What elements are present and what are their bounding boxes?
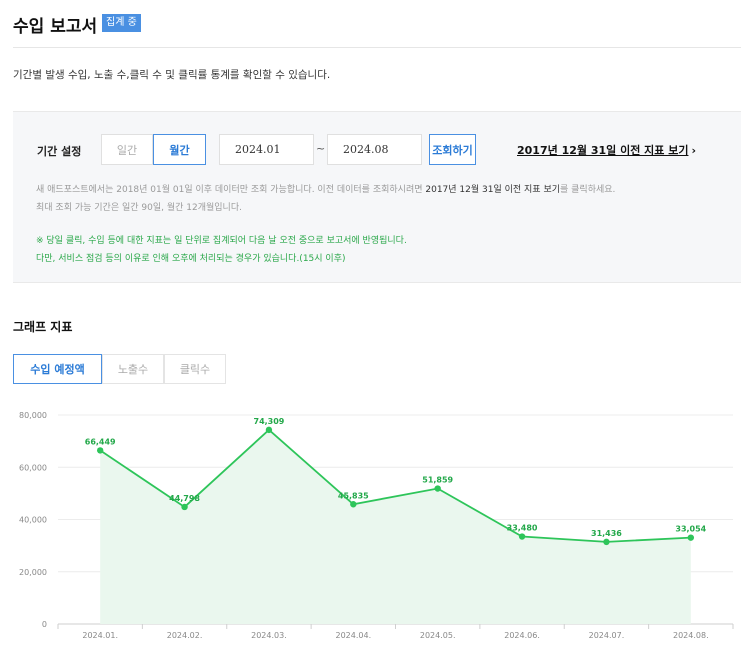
notice-data-range: 새 애드포스트에서는 2018년 01월 01일 이후 데이터만 조회 가능합니… xyxy=(36,182,615,195)
data-point xyxy=(603,538,610,546)
y-tick-label: 40,000 xyxy=(19,516,47,525)
page-description: 기간별 발생 수입, 노출 수,클릭 수 및 클릭률 통계를 확인할 수 있습니… xyxy=(13,69,331,81)
notice-aggregation: ※ 당일 클릭, 수입 등에 대한 지표는 일 단위로 집계되어 다음 날 오전… xyxy=(36,236,407,246)
data-point xyxy=(350,501,357,508)
y-tick-label: 60,000 xyxy=(19,463,47,472)
monthly-toggle-button[interactable]: 월간 xyxy=(153,134,206,165)
notice-emphasis: 2017년 12월 31일 이전 지표 보기 xyxy=(425,185,561,195)
period-label: 기간 설정 xyxy=(37,145,82,158)
x-tick-label: 2024.01. xyxy=(82,631,118,640)
series-area xyxy=(100,429,691,624)
data-point xyxy=(518,533,526,540)
range-separator: ~ xyxy=(316,142,326,155)
data-label: 51,859 xyxy=(422,476,453,485)
notice-text-end: 를 클릭하세요. xyxy=(560,185,616,195)
chevron-right-icon: › xyxy=(691,144,697,157)
graph-section-title: 그래프 지표 xyxy=(13,320,73,334)
status-badge: 집계 중 xyxy=(102,14,141,32)
x-tick-label: 2024.06. xyxy=(504,631,540,640)
data-label: 44,798 xyxy=(169,494,200,503)
x-tick-label: 2024.04. xyxy=(336,631,372,640)
x-tick-label: 2024.03. xyxy=(251,631,287,640)
data-label: 31,436 xyxy=(591,529,622,538)
revenue-chart: 0 20,000 40,000 60,000 80,000 66,449 44,798 74… xyxy=(19,411,734,640)
data-point xyxy=(434,485,441,492)
series-line xyxy=(99,428,691,543)
notice-max-period: 최대 조회 가능 기간은 일간 90일, 월간 12개월입니다. xyxy=(36,203,242,213)
x-tick-label: 2024.05. xyxy=(420,631,456,640)
x-tick-label: 2024.08. xyxy=(673,631,709,640)
x-tick-label: 2024.07. xyxy=(589,631,625,640)
end-month-input[interactable] xyxy=(327,134,422,165)
data-label: 33,054 xyxy=(675,525,706,534)
x-tick-label: 2024.02. xyxy=(167,631,203,640)
page-title: 수입 보고서 xyxy=(13,17,98,37)
data-point xyxy=(96,447,104,454)
data-point xyxy=(265,426,273,434)
data-label: 74,309 xyxy=(254,417,285,426)
y-tick-label: 20,000 xyxy=(19,568,47,577)
data-label: 33,480 xyxy=(507,524,538,533)
legacy-stats-link[interactable]: 2017년 12월 31일 이전 지표 보기 › xyxy=(517,142,696,158)
data-label: 66,449 xyxy=(85,437,116,446)
daily-toggle-button[interactable]: 일간 xyxy=(101,134,153,165)
data-point xyxy=(687,534,695,541)
tab-expected-revenue[interactable]: 수입 예정액 xyxy=(13,354,102,384)
start-month-input[interactable] xyxy=(219,134,314,165)
search-button[interactable]: 조회하기 xyxy=(429,134,476,165)
notice-processing: 다만, 서비스 점검 등의 이유로 인해 오후에 처리되는 경우가 있습니다.(… xyxy=(36,254,346,264)
page-header: 수입 보고서 집계 중 xyxy=(13,8,741,48)
filter-panel: 기간 설정 일간 월간 ~ 조회하기 2017년 12월 31일 이전 지표 보… xyxy=(13,111,741,283)
y-tick-label: 0 xyxy=(42,620,47,629)
data-point xyxy=(181,503,188,511)
data-label: 45,835 xyxy=(338,491,369,500)
legacy-stats-link-label: 2017년 12월 31일 이전 지표 보기 xyxy=(517,144,689,157)
notice-text: 새 애드포스트에서는 2018년 01월 01일 이후 데이터만 조회 가능합니… xyxy=(36,185,426,195)
tab-impressions[interactable]: 노출수 xyxy=(102,354,164,384)
y-tick-label: 80,000 xyxy=(19,411,47,420)
tab-clicks[interactable]: 클릭수 xyxy=(164,354,226,384)
